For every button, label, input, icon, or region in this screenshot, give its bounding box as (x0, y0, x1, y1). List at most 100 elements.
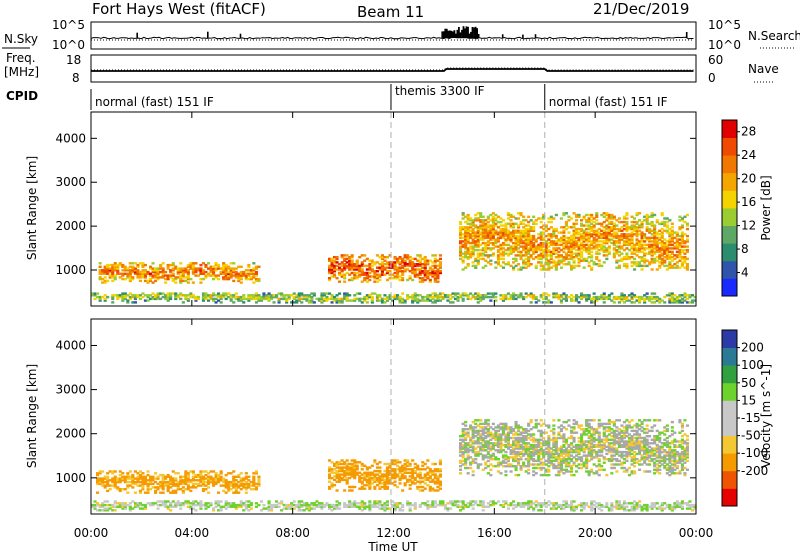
power-cell (436, 299, 440, 302)
power-cell (229, 297, 233, 301)
power-cell (519, 295, 523, 299)
velocity-cell (575, 465, 579, 468)
power-cell (570, 294, 574, 297)
power-cell (512, 297, 516, 301)
velocity-cell (600, 447, 604, 450)
velocity-cell (224, 484, 228, 487)
power-cell (335, 268, 339, 271)
power-cell (668, 234, 672, 238)
velocity-cell (476, 431, 480, 434)
power-cell (196, 269, 200, 272)
power-cell (668, 266, 672, 269)
power-cell (491, 222, 495, 225)
velocity-cell (559, 468, 563, 471)
velocity-cell (423, 478, 427, 482)
velocity-cell (547, 424, 551, 427)
velocity-cell (587, 449, 591, 452)
velocity-cell (597, 440, 601, 443)
power-cell (201, 262, 205, 265)
power-cell (393, 256, 397, 259)
velocity-cell (146, 486, 150, 489)
velocity-cell (184, 470, 188, 473)
velocity-cell (343, 489, 347, 492)
power-cell (537, 299, 541, 302)
power-cell (620, 252, 624, 255)
power-cell (436, 270, 440, 273)
velocity-cell (358, 475, 362, 478)
power-cell (612, 243, 616, 247)
power-cell (496, 250, 500, 254)
power-cell (191, 270, 195, 274)
power-cell (383, 301, 387, 304)
power-cell (512, 233, 516, 236)
power-cell (585, 213, 589, 217)
velocity-cell (496, 436, 500, 440)
power-cell (600, 236, 604, 240)
power-cell (234, 272, 238, 275)
velocity-cell (375, 480, 379, 483)
power-cell (612, 240, 616, 243)
power-cell (252, 276, 256, 279)
velocity-cell (247, 486, 251, 489)
power-cell (461, 245, 465, 248)
power-cell (184, 279, 188, 283)
velocity-cell (186, 479, 190, 482)
power-cell (673, 254, 677, 257)
power-cell (466, 236, 470, 240)
velocity-cell (181, 486, 185, 489)
power-cell (665, 257, 669, 261)
power-cell (338, 299, 342, 302)
velocity-cell (196, 479, 200, 482)
power-cell (653, 295, 657, 299)
power-cell (396, 271, 400, 275)
nsky-spike (445, 28, 448, 38)
power-cell (201, 272, 205, 275)
power-cell (570, 248, 574, 252)
velocity-cell (385, 466, 389, 469)
power-cell (146, 279, 150, 283)
power-cell (194, 299, 198, 302)
power-cell (519, 213, 523, 217)
power-cell (680, 236, 684, 240)
power-cell (401, 266, 405, 269)
power-cell (466, 231, 470, 234)
power-cell (678, 295, 682, 299)
velocity-cell (532, 458, 536, 461)
power-cell (648, 297, 652, 301)
velocity-cell (519, 458, 523, 461)
velocity-cell (471, 435, 475, 438)
power-cell (426, 297, 430, 301)
velocity-cell (547, 458, 551, 461)
power-cell (254, 292, 258, 295)
velocity-cell (136, 477, 140, 480)
velocity-cell (207, 491, 211, 494)
power-cell (355, 264, 359, 268)
power-cell (406, 294, 410, 297)
power-cell (648, 247, 652, 250)
velocity-cell (595, 428, 599, 431)
velocity-cell (514, 452, 518, 456)
power-cell (166, 277, 170, 281)
velocity-cell (244, 491, 248, 494)
velocity-cell (431, 462, 435, 466)
power-cell (494, 241, 498, 245)
power-cell (660, 213, 664, 217)
power-cell (126, 301, 130, 304)
power-cell (378, 263, 382, 266)
power-cell (660, 227, 664, 231)
power-cell (670, 250, 674, 254)
velocity-cell (547, 465, 551, 468)
power-cell (640, 297, 644, 301)
power-cell (650, 261, 654, 264)
velocity-cell (522, 431, 526, 434)
power-cell (587, 295, 591, 299)
velocity-cell (330, 469, 334, 473)
velocity-cell (169, 486, 173, 489)
power-cell (570, 240, 574, 243)
power-cell (643, 297, 647, 301)
velocity-cell (527, 465, 531, 468)
power-cell (116, 269, 120, 272)
power-cell (519, 240, 523, 243)
velocity-cell (481, 426, 485, 429)
power-cell (570, 257, 574, 261)
